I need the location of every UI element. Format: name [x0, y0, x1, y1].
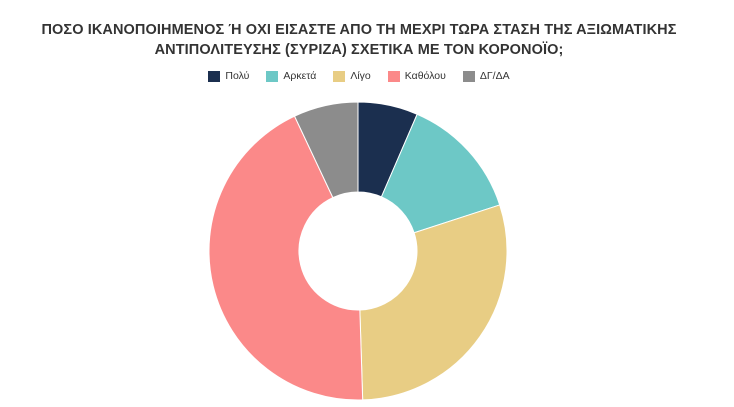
donut-slice-ligo[interactable] [359, 204, 508, 401]
chart-title-line-1: ΠΟΣΟ ΙΚΑΝΟΠΟΙΗΜΕΝΟΣ Ή ΟΧΙ ΕΙΣΑΣΤΕ ΑΠΟ ΤΗ… [41, 22, 677, 38]
legend-item-arketa[interactable]: Αρκετά [266, 70, 316, 82]
chart-title-line-2: ΑΝΤΙΠΟΛΙΤΕΥΣΗΣ (ΣΥΡΙΖΑ) ΣΧΕΤΙΚΑ ΜΕ ΤΟΝ Κ… [154, 42, 564, 58]
legend-label-ligo: Λίγο [350, 70, 371, 82]
legend-item-katholou[interactable]: Καθόλου [387, 70, 446, 82]
donut-slice-katholou[interactable] [208, 115, 364, 401]
legend-swatch-poly [208, 70, 221, 82]
legend-swatch-katholou [387, 70, 400, 82]
legend-label-arketa: Αρκετά [283, 70, 317, 82]
donut-slice-arketa[interactable] [380, 113, 501, 234]
legend-item-poly[interactable]: Πολύ [208, 70, 249, 82]
legend-label-poly: Πολύ [225, 70, 250, 82]
legend-swatch-ligo [333, 70, 346, 82]
chart-title: ΠΟΣΟ ΙΚΑΝΟΠΟΙΗΜΕΝΟΣ Ή ΟΧΙ ΕΙΣΑΣΤΕ ΑΠΟ ΤΗ… [0, 20, 718, 60]
legend-item-dg-da[interactable]: ΔΓ/ΔΑ [462, 70, 510, 82]
legend-label-katholou: Καθόλου [404, 70, 446, 82]
legend-label-dg-da: ΔΓ/ΔΑ [479, 70, 510, 82]
legend-item-ligo[interactable]: Λίγο [333, 70, 371, 82]
legend-swatch-arketa [266, 70, 279, 82]
legend-swatch-dg-da [462, 70, 475, 82]
chart-legend: Πολύ Αρκετά Λίγο Καθόλου ΔΓ/ΔΑ [0, 70, 718, 82]
donut-slice-dg-da[interactable] [293, 101, 359, 199]
